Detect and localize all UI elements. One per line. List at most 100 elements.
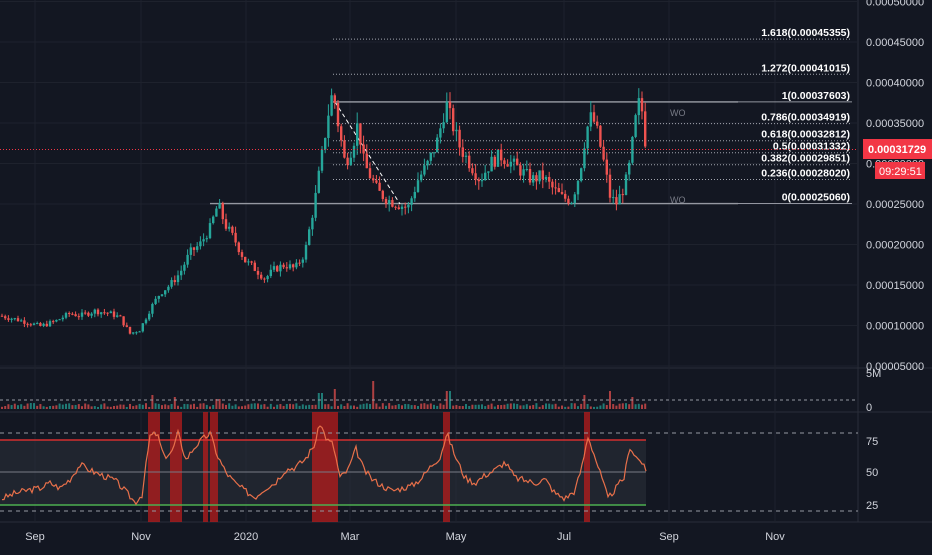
volume-bar [468,405,471,409]
candle-body [644,111,647,147]
candle-body [39,323,42,326]
candle-body [413,191,416,199]
candle-body [116,315,119,317]
candle-body [448,101,452,109]
volume-bar [458,405,461,409]
candle-body [346,157,349,165]
candle-body [96,309,100,315]
candle-body [567,198,570,204]
volume-bar [628,404,631,409]
volume-bar [500,405,503,409]
candle-body [404,206,407,208]
fib-trend-line[interactable] [334,101,401,205]
volume-axis-zero: 0 [866,402,872,414]
candle-body [154,298,157,304]
candle-body [557,188,560,193]
volume-bar [397,404,400,409]
current-price-value: 0.00031729 [868,144,926,156]
candle-body [244,256,247,263]
volume-bar [119,404,122,409]
candle-body [551,181,554,188]
wo-annotation-bottom[interactable]: WO [670,195,686,205]
volume-bar [426,404,429,409]
candle-body [548,176,551,182]
candle-body [269,269,272,277]
volume-bar [391,405,394,409]
volume-bar [132,406,135,409]
volume-bar [413,405,416,409]
volume-bar [465,404,467,409]
volume-bar [311,404,314,409]
time-axis-label: Nov [765,531,785,543]
price-axis-tick: 0.00035000 [866,118,924,130]
candle-body [634,115,637,137]
volume-bar [433,404,435,409]
volume-bar [4,405,7,409]
candle-body [599,125,602,147]
volume-bar [378,406,381,409]
fib-level-label: 1.618(0.00045355) [761,27,850,39]
volume-bar [593,406,595,409]
candle-body [420,174,423,181]
volume-bar [180,406,183,409]
wo-annotation-top[interactable]: WO [670,108,686,118]
time-axis[interactable]: Sep Nov 2020 Mar May Jul Sep Nov [25,531,785,543]
candle-body [157,295,160,299]
candle-body [471,168,474,174]
candle-body [381,190,384,199]
volume-bar [423,403,426,409]
volume-bar [401,405,403,409]
volume-bar [221,403,224,409]
price-axis[interactable]: 0.00050000 0.00045000 0.00040000 0.00035000… [866,0,924,373]
candle-body [266,276,269,280]
candle-body [356,123,359,146]
candle-body [122,316,125,326]
candle-body [234,232,237,243]
candle-body [26,323,29,325]
volume-bar [503,404,506,409]
volume-bar [321,393,323,409]
volume-bar [404,403,407,409]
candle-body [391,200,394,207]
volume-bar [353,405,355,409]
rsi-axis[interactable]: 75 50 25 [866,436,878,512]
candle-body [468,155,471,169]
volume-bar [548,403,551,409]
volume-bar [516,403,519,409]
candle-body [247,261,250,263]
candle-body [560,192,564,194]
candle-body [605,159,608,175]
candle-body [615,197,618,205]
candle-body [7,318,10,320]
volume-bar [305,405,307,409]
candle-body [183,264,186,271]
candle-body [29,324,32,326]
volume-bar [356,406,359,409]
volume-bar [481,404,483,409]
volume-bar [257,403,259,409]
volume-bar [125,406,128,409]
volume-bar [215,399,218,409]
fibonacci-retracement[interactable]: 1.618(0.00045355) 1.272(0.00041015) 1(0.00… [210,27,852,205]
volume-bar [497,404,499,409]
volume-bar [589,406,592,409]
volume-bar [301,404,304,409]
candle-body [384,198,388,204]
volume-bar [484,406,487,409]
volume-bar [375,403,378,409]
candle-body [580,168,583,181]
candle-body [202,239,205,242]
candle-body [506,164,509,167]
candle-body [192,247,196,250]
volume-bar [39,404,42,409]
volume-bar [381,403,384,409]
candle-body [490,156,493,172]
candle-body [429,152,432,161]
candle-body [519,165,522,176]
volume-bar [33,403,35,409]
candle-body [221,203,224,220]
volume-bar [228,403,231,409]
candle-body [637,98,640,116]
